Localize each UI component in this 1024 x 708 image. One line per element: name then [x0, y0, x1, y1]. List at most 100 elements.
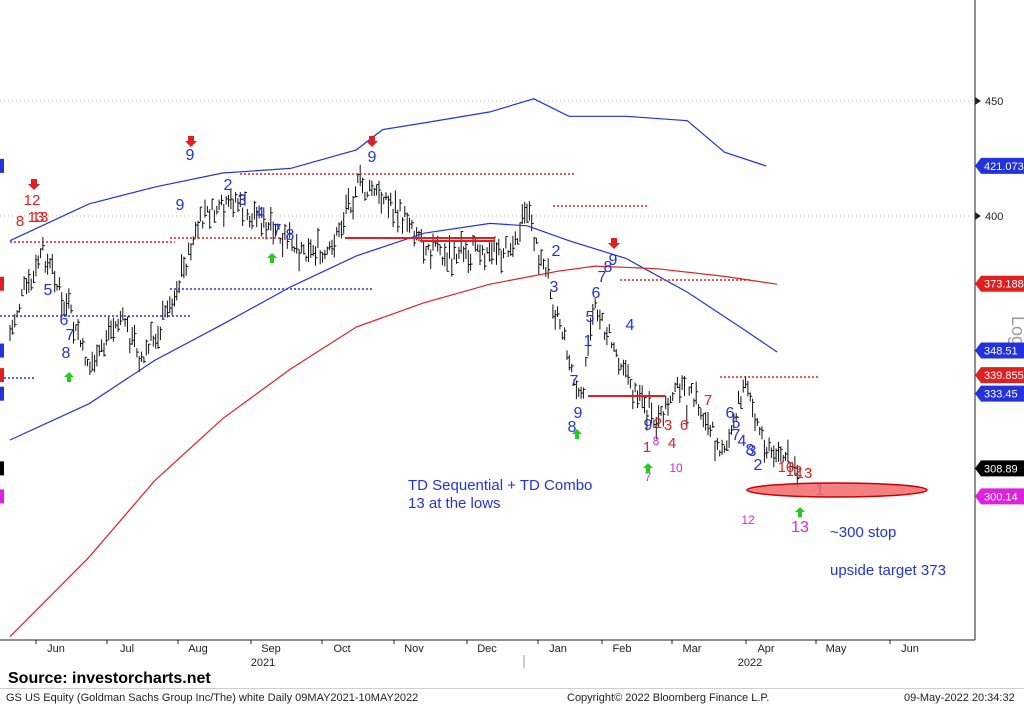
td-count-magenta: 10 — [669, 461, 683, 475]
price-chart: 9876599874329879876543219876543211213813… — [0, 0, 1024, 669]
td-count-blue: 2 — [224, 177, 233, 194]
td-count-magenta: 7 — [645, 470, 652, 484]
x-month-label: Nov — [404, 643, 424, 655]
footer-bar: GS US Equity (Goldman Sachs Group Inc/Th… — [0, 688, 1024, 708]
td-count-magenta: 13 — [791, 519, 809, 536]
td-count-blue: 7 — [273, 222, 282, 239]
x-year-label: 2022 — [738, 657, 762, 669]
td-count-red: 10 — [778, 459, 795, 476]
td-count-labels: 9876599874329879876543219876543211213813… — [16, 136, 825, 536]
left-price-marker — [0, 158, 4, 173]
td-count-red: 8 — [16, 213, 24, 230]
annotation-text: 13 at the lows — [408, 495, 501, 512]
price-tag — [975, 367, 1024, 384]
td-count-blue: 7 — [570, 373, 579, 390]
td-count-blue: 2 — [552, 243, 561, 260]
x-month-label: Apr — [757, 643, 774, 655]
td-count-blue: 8 — [286, 227, 295, 244]
left-price-marker — [0, 368, 4, 383]
lows-highlight-ellipse — [746, 482, 928, 498]
price-tags: 421.073 373.188 348.51 339.855 333.45 308.89 3… — [0, 157, 1024, 505]
td-count-blue: 5 — [732, 415, 741, 432]
td-count-blue: 1 — [584, 333, 593, 350]
upper-band-line — [9, 98, 767, 242]
price-tag-label: 300.14 — [984, 491, 1018, 503]
price-tag — [975, 342, 1024, 359]
price-tag-label: 339.855 — [984, 370, 1024, 382]
sell-signal-arrow-icon — [28, 179, 40, 190]
price-tag — [975, 488, 1024, 505]
x-month-label: Mar — [683, 643, 702, 655]
td-count-blue: 9 — [609, 252, 618, 269]
td-count-blue: 9 — [644, 417, 653, 434]
td-count-blue: 7 — [66, 327, 75, 344]
price-tag — [975, 157, 1024, 174]
buy-signal-arrow-icon — [64, 372, 74, 382]
buy-signal-arrow-icon — [267, 253, 277, 263]
axes — [0, 0, 976, 641]
x-month-label: Jun — [47, 643, 65, 655]
annotation-text: TD Sequential + TD Combo — [408, 477, 592, 494]
td-count-red: 12 — [24, 192, 41, 209]
price-tag-label: 348.51 — [984, 346, 1018, 358]
security-description: GS US Equity (Goldman Sachs Group Inc/Th… — [6, 692, 419, 704]
td-count-blue: 6 — [592, 285, 601, 302]
td-count-blue: 8 — [568, 419, 577, 436]
td-count-magenta: 8 — [653, 434, 660, 448]
td-count-red: 13 — [32, 209, 49, 226]
td-count-magenta: 12 — [741, 513, 755, 527]
td-count-blue: 2 — [754, 457, 763, 474]
left-price-marker — [0, 276, 4, 291]
td-count-red: 1 — [643, 439, 651, 456]
y-tick-marker — [975, 97, 981, 105]
x-year-label: 2021 — [251, 657, 275, 669]
x-month-label: Feb — [613, 643, 632, 655]
td-count-blue: 4 — [256, 205, 265, 222]
td-count-blue: 3 — [748, 443, 757, 460]
x-month-label: Jun — [901, 643, 919, 655]
x-month-label: Sep — [261, 643, 281, 655]
td-count-blue: 9 — [186, 147, 195, 164]
price-tag-label: 333.45 — [984, 389, 1018, 401]
x-month-label: Aug — [188, 643, 208, 655]
copyright-label: Copyright© 2022 Bloomberg Finance L.P. — [567, 692, 770, 704]
td-count-blue: 9 — [574, 405, 583, 422]
td-count-blue: 8 — [62, 345, 71, 362]
td-count-blue: 9 — [368, 149, 377, 166]
x-month-label: Dec — [477, 643, 497, 655]
td-count-blue: 5 — [44, 282, 53, 299]
x-month-label: Jul — [120, 643, 134, 655]
left-price-marker — [0, 386, 4, 401]
left-price-marker — [0, 461, 4, 476]
td-count-red: 2 — [654, 415, 662, 432]
price-tag-label: 421.073 — [984, 161, 1024, 173]
y-tick-marker — [975, 212, 981, 220]
x-month-label: Jan — [549, 643, 567, 655]
sell-signal-arrow-icon — [185, 136, 197, 147]
price-tag — [975, 275, 1024, 292]
sell-signal-arrow-icon — [366, 136, 378, 147]
td-count-red: 6 — [680, 417, 688, 434]
price-tag — [975, 385, 1024, 402]
buy-signal-arrow-icon — [795, 507, 805, 517]
td-count-blue: 7 — [732, 427, 741, 444]
moving-average-red-line — [9, 265, 778, 638]
td-count-blue: 8 — [746, 442, 755, 459]
td-count-blue: 5 — [586, 309, 595, 326]
y-tick-label: 400 — [985, 211, 1003, 223]
td-count-blue: 4 — [738, 433, 747, 450]
x-month-label: Oct — [333, 643, 350, 655]
grid — [0, 100, 975, 217]
sell-signal-arrow-icon — [608, 238, 620, 249]
td-count-red: 12 — [786, 463, 803, 480]
td-count-blue: 8 — [604, 259, 613, 276]
left-price-marker — [0, 489, 4, 504]
plot-background — [0, 0, 975, 640]
price-tag-label: 373.188 — [984, 279, 1024, 291]
buy-signal-arrow-icon — [572, 429, 582, 439]
td-count-blue: 3 — [550, 279, 559, 296]
tick-labels: 400 450 Log Jun Jul Aug Sep Oct Nov Dec Jan Feb Mar A… — [35, 96, 1024, 669]
log-scale-label: Log — [1008, 316, 1024, 346]
x-month-label: May — [826, 643, 847, 655]
